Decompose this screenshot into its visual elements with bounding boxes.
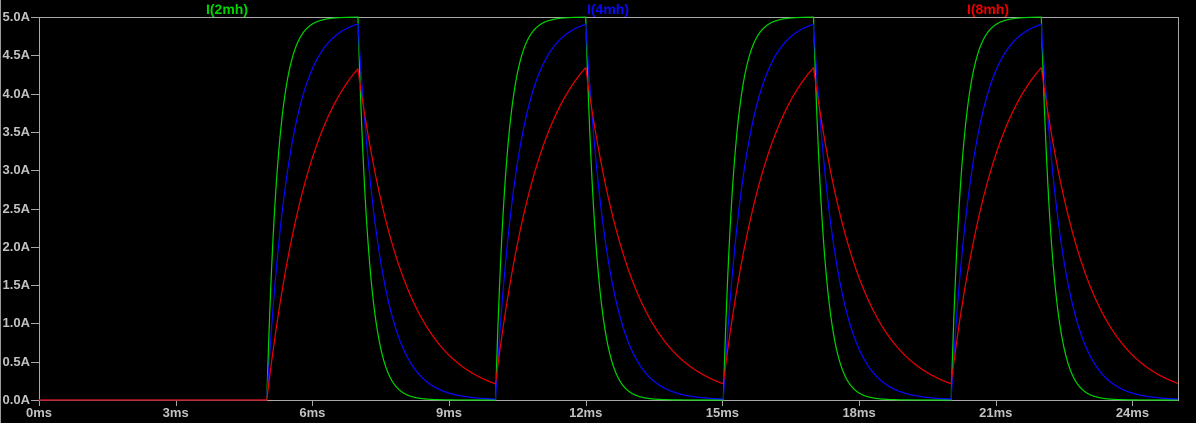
x-tick-label: 21ms <box>979 405 1013 420</box>
trace-label-i2mh[interactable]: I(2mh) <box>206 1 248 17</box>
y-tick-label: 0.0A <box>2 392 30 407</box>
trace-label-i4mh[interactable]: I(4mh) <box>587 1 629 17</box>
y-tick-label: 4.5A <box>2 47 30 63</box>
x-tick-label: 18ms <box>842 405 876 420</box>
trace-i4mh <box>39 23 1179 401</box>
y-tick-label: 5.0A <box>2 9 30 24</box>
y-tick-label: 0.5A <box>2 353 30 369</box>
x-tick-label: 3ms <box>162 405 189 420</box>
y-tick-label: 1.5A <box>2 277 30 293</box>
window-edge-line <box>0 0 1 423</box>
x-tick-label: 0ms <box>25 405 53 420</box>
x-tick-label: 9ms <box>436 405 463 420</box>
y-tick-label: 1.0A <box>2 315 30 331</box>
x-tick-label: 24ms <box>1115 405 1150 420</box>
y-tick-label: 2.5A <box>2 200 30 216</box>
y-tick-label: 3.5A <box>2 123 30 139</box>
x-tick-label: 15ms <box>705 405 740 420</box>
x-tick-label: 6ms <box>299 405 326 420</box>
trace-i8mh <box>39 67 1179 401</box>
trace-i2mh <box>39 16 1178 401</box>
trace-label-i8mh[interactable]: I(8mh) <box>967 1 1009 17</box>
y-tick-label: 4.0A <box>2 85 30 101</box>
y-tick-label: 3.0A <box>2 162 30 178</box>
y-tick-label: 2.0A <box>2 238 30 254</box>
plot-border <box>39 17 1179 401</box>
x-tick-label: 12ms <box>569 405 603 420</box>
